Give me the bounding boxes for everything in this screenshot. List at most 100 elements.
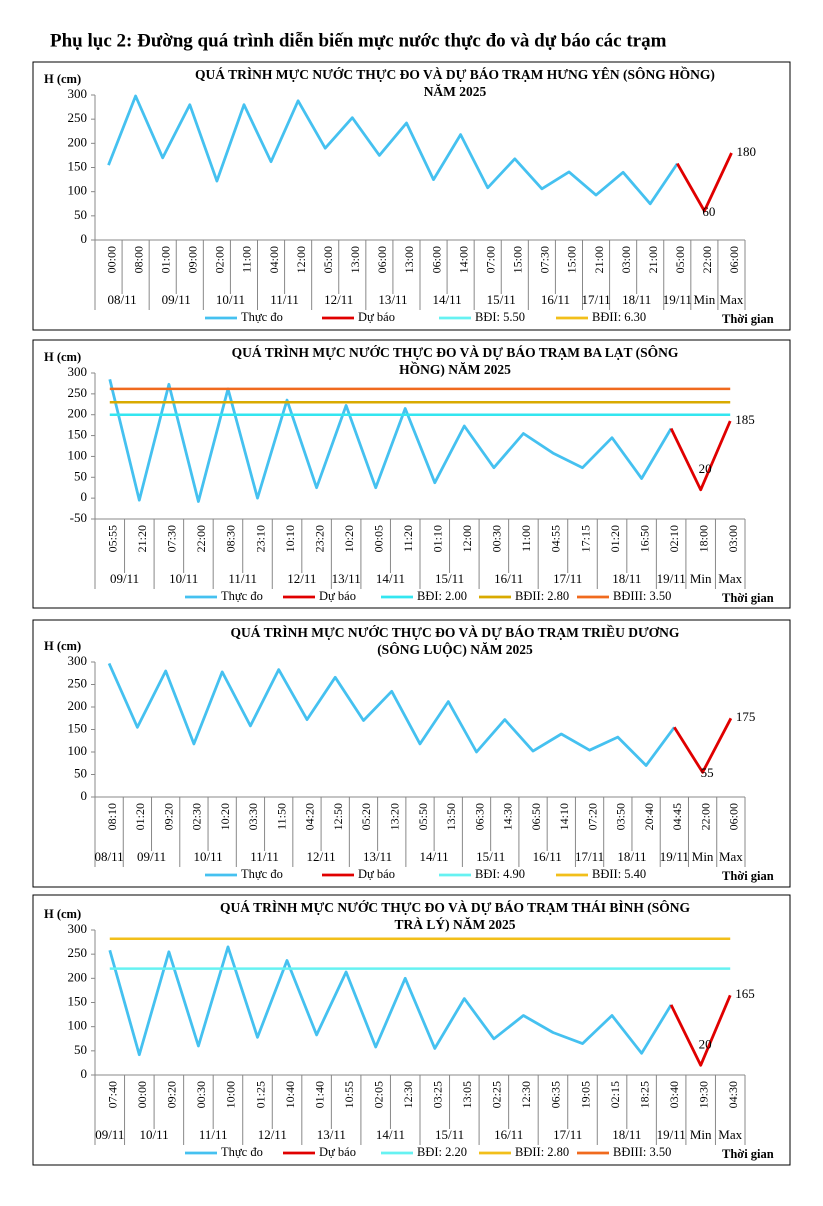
x-tick-label: 07:30 xyxy=(165,525,179,552)
group-label: Max xyxy=(719,849,743,864)
x-tick-label: 11:50 xyxy=(274,803,288,830)
x-tick-label: 03:25 xyxy=(431,1081,445,1108)
group-label: 19/11 xyxy=(657,571,686,586)
x-tick-label: 08:10 xyxy=(105,803,119,830)
chart-frame xyxy=(32,894,791,1166)
x-axis-label: Thời gian xyxy=(722,869,774,883)
x-tick-label: 02:00 xyxy=(213,246,227,273)
chart-frame xyxy=(32,619,791,888)
x-tick-label: 22:00 xyxy=(700,246,714,273)
group-label: 18/11 xyxy=(612,571,641,586)
y-tick-label: 100 xyxy=(68,183,88,198)
y-tick-label: 150 xyxy=(68,993,88,1008)
x-axis-label: Thời gian xyxy=(722,591,774,605)
x-tick-label: 15:00 xyxy=(565,246,579,273)
x-axis-label: Thời gian xyxy=(722,312,774,326)
x-tick-label: 13:00 xyxy=(402,246,416,273)
x-tick-label: 13:00 xyxy=(348,246,362,273)
group-label: Min xyxy=(690,571,712,586)
x-tick-label: 09:20 xyxy=(165,1081,179,1108)
y-tick-label: 250 xyxy=(68,675,88,690)
y-tick-label: 200 xyxy=(68,969,88,984)
x-tick-label: 22:00 xyxy=(194,525,208,552)
y-tick-label: 0 xyxy=(81,1066,88,1081)
group-label: 09/11 xyxy=(95,1127,124,1142)
x-tick-label: 07:30 xyxy=(538,246,552,273)
group-label: 16/11 xyxy=(494,571,523,586)
y-tick-label: 50 xyxy=(74,765,87,780)
x-tick-label: 05:55 xyxy=(106,525,120,552)
group-label: 09/11 xyxy=(162,292,191,307)
y-axis-label: H (cm) xyxy=(44,72,81,86)
x-tick-label: 23:20 xyxy=(312,525,326,552)
series-line xyxy=(673,717,733,774)
x-tick-label: 06:00 xyxy=(727,803,741,830)
y-tick-label: 250 xyxy=(68,110,88,125)
x-tick-label: 19:05 xyxy=(578,1081,592,1108)
group-label: 16/11 xyxy=(533,849,562,864)
x-tick-label: 07:20 xyxy=(585,803,599,830)
x-tick-label: 06:30 xyxy=(472,803,486,830)
group-label: 10/11 xyxy=(216,292,245,307)
group-label: 11/11 xyxy=(250,849,279,864)
legend-label: Dự báo xyxy=(319,1145,356,1159)
group-label: Min xyxy=(694,292,716,307)
y-tick-label: 200 xyxy=(68,134,88,149)
x-tick-label: 03:50 xyxy=(614,803,628,830)
group-label: 14/11 xyxy=(376,1127,405,1142)
x-tick-label: 04:20 xyxy=(303,803,317,830)
group-label: 13/11 xyxy=(332,571,361,586)
x-tick-label: 20:40 xyxy=(642,803,656,830)
y-tick-label: -50 xyxy=(70,510,87,525)
legend-label: BĐII: 5.40 xyxy=(592,867,646,881)
group-label: 15/11 xyxy=(476,849,505,864)
chart-title: QUÁ TRÌNH MỰC NƯỚC THỰC ĐO VÀ DỰ BÁO TRẠ… xyxy=(231,625,680,640)
y-axis-label: H (cm) xyxy=(44,907,81,921)
group-label: 17/11 xyxy=(575,849,604,864)
x-tick-label: 01:00 xyxy=(158,246,172,273)
group-label: 08/11 xyxy=(95,849,124,864)
x-tick-label: 02:30 xyxy=(190,803,204,830)
chart-title: QUÁ TRÌNH MỰC NƯỚC THỰC ĐO VÀ DỰ BÁO TRẠ… xyxy=(195,67,715,82)
x-tick-label: 05:20 xyxy=(359,803,373,830)
legend-label: Dự báo xyxy=(319,589,356,603)
x-tick-label: 05:50 xyxy=(416,803,430,830)
data-label: 60 xyxy=(702,204,715,219)
x-tick-label: 00:30 xyxy=(194,1081,208,1108)
group-label: 10/11 xyxy=(193,849,222,864)
x-tick-label: 13:20 xyxy=(387,803,401,830)
x-tick-label: 06:35 xyxy=(549,1081,563,1108)
group-label: 14/11 xyxy=(376,571,405,586)
x-tick-label: 14:30 xyxy=(501,803,515,830)
group-label: 12/11 xyxy=(324,292,353,307)
legend-label: Thực đo xyxy=(241,867,283,881)
y-tick-label: 200 xyxy=(68,406,88,421)
group-label: 15/11 xyxy=(487,292,516,307)
group-label: 16/11 xyxy=(541,292,570,307)
legend-label: Dự báo xyxy=(358,310,395,324)
x-tick-label: 12:30 xyxy=(519,1081,533,1108)
x-tick-label: 09:20 xyxy=(161,803,175,830)
x-tick-label: 03:00 xyxy=(726,525,740,552)
chart-title: (SÔNG LUỘC) NĂM 2025 xyxy=(377,642,533,657)
group-label: 17/11 xyxy=(553,571,582,586)
x-tick-label: 10:55 xyxy=(342,1081,356,1108)
y-tick-label: 0 xyxy=(81,489,88,504)
x-tick-label: 03:40 xyxy=(667,1081,681,1108)
x-tick-label: 08:30 xyxy=(224,525,238,552)
x-tick-label: 23:10 xyxy=(253,525,267,552)
group-label: Max xyxy=(720,292,744,307)
x-tick-label: 08:00 xyxy=(131,246,145,273)
x-tick-label: 01:20 xyxy=(133,803,147,830)
chart-frame xyxy=(32,61,791,331)
x-axis-label: Thời gian xyxy=(722,1147,774,1161)
x-tick-label: 13:50 xyxy=(444,803,458,830)
group-label: 08/11 xyxy=(108,292,137,307)
chart-title: QUÁ TRÌNH MỰC NƯỚC THỰC ĐO VÀ DỰ BÁO TRẠ… xyxy=(220,900,691,915)
group-label: 15/11 xyxy=(435,571,464,586)
y-tick-label: 200 xyxy=(68,698,88,713)
legend-label: Dự báo xyxy=(358,867,395,881)
group-label: 12/11 xyxy=(287,571,316,586)
y-tick-label: 150 xyxy=(68,158,88,173)
